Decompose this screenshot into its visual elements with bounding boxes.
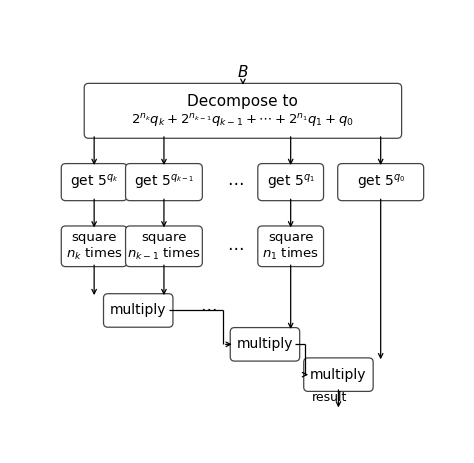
FancyBboxPatch shape bbox=[258, 163, 324, 200]
FancyBboxPatch shape bbox=[304, 358, 373, 391]
Text: square
$n_{k-1}$ times: square $n_{k-1}$ times bbox=[127, 231, 201, 262]
FancyBboxPatch shape bbox=[103, 294, 173, 327]
Text: get $5^{q_1}$: get $5^{q_1}$ bbox=[267, 173, 315, 192]
Text: $2^{n_k}q_k + 2^{n_{k-1}}q_{k-1} + \cdots + 2^{n_1}q_1 + q_0$: $2^{n_k}q_k + 2^{n_{k-1}}q_{k-1} + \cdot… bbox=[131, 112, 355, 129]
Text: $\cdots$: $\cdots$ bbox=[227, 238, 244, 257]
FancyBboxPatch shape bbox=[61, 163, 127, 200]
Text: Decompose to: Decompose to bbox=[188, 94, 298, 109]
Text: $\cdots$: $\cdots$ bbox=[200, 299, 216, 317]
FancyBboxPatch shape bbox=[337, 163, 424, 200]
Text: get $5^{q_0}$: get $5^{q_0}$ bbox=[356, 173, 405, 192]
Text: $B$: $B$ bbox=[237, 63, 249, 80]
FancyBboxPatch shape bbox=[126, 226, 202, 267]
Text: multiply: multiply bbox=[237, 338, 293, 351]
Text: multiply: multiply bbox=[110, 303, 166, 318]
FancyBboxPatch shape bbox=[61, 226, 127, 267]
Text: $\cdots$: $\cdots$ bbox=[227, 173, 244, 191]
Text: get $5^{q_{k-1}}$: get $5^{q_{k-1}}$ bbox=[134, 173, 194, 192]
Text: square
$n_1$ times: square $n_1$ times bbox=[262, 231, 319, 262]
Text: get $5^{q_k}$: get $5^{q_k}$ bbox=[70, 173, 118, 192]
FancyBboxPatch shape bbox=[126, 163, 202, 200]
FancyBboxPatch shape bbox=[230, 328, 300, 361]
Text: square
$n_k$ times: square $n_k$ times bbox=[66, 231, 122, 262]
Text: multiply: multiply bbox=[310, 368, 367, 382]
FancyBboxPatch shape bbox=[84, 83, 401, 138]
Text: result: result bbox=[311, 391, 347, 404]
FancyBboxPatch shape bbox=[258, 226, 324, 267]
